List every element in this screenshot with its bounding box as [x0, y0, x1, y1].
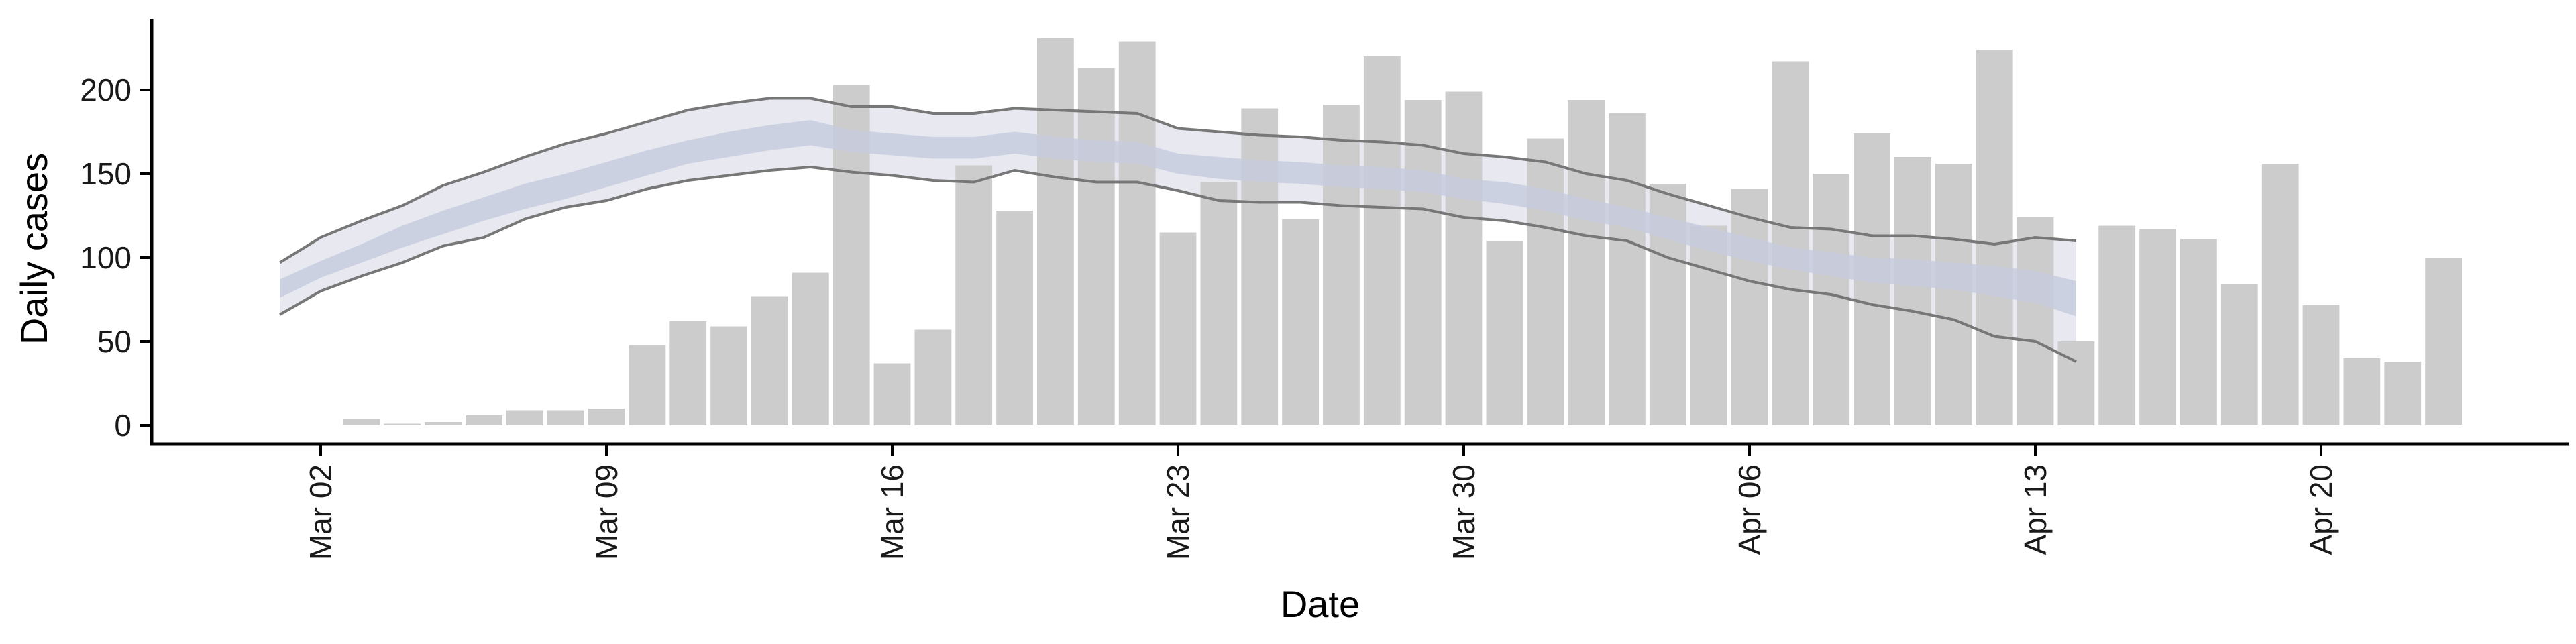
daily-cases-bar [1568, 100, 1605, 425]
daily-cases-bar [466, 415, 502, 425]
y-axis-title: Daily cases [13, 153, 55, 345]
y-tick-label: 50 [97, 324, 131, 359]
x-tick-label: Mar 23 [1161, 464, 1195, 560]
daily-cases-bar [1159, 232, 1197, 425]
estimate-bound-lines [279, 97, 2077, 363]
daily-cases-bar [1200, 182, 1238, 425]
daily-cases-bar [2343, 358, 2381, 425]
daily-cases-bar [384, 423, 421, 425]
daily-cases-bar [2180, 239, 2217, 425]
daily-cases-bar [425, 422, 462, 425]
daily-cases-bar [1363, 56, 1401, 425]
x-tick-label: Mar 30 [1446, 464, 1481, 560]
daily-cases-bar [751, 296, 788, 425]
daily-cases-bar [1404, 100, 1442, 425]
daily-cases-bar [2098, 225, 2136, 425]
daily-cases-bar [1976, 50, 2013, 425]
daily-cases-bar [669, 321, 707, 425]
daily-cases-bar [710, 326, 747, 425]
estimate-upper-line [279, 97, 2077, 264]
x-tick-label: Mar 02 [303, 464, 338, 560]
x-tick-label: Mar 16 [875, 464, 910, 560]
daily-cases-bar [588, 409, 625, 425]
y-tick-label: 100 [80, 240, 131, 275]
daily-cases-bar [506, 410, 543, 425]
daily-cases-bar [955, 165, 993, 425]
daily-cases-bar [2302, 305, 2340, 425]
daily-cases-bar [1037, 38, 1074, 425]
estimate-inner-band [280, 120, 2076, 317]
daily-cases-bar [343, 419, 380, 425]
estimate-outer-band-area [280, 98, 2076, 362]
y-tick-label: 150 [80, 156, 131, 191]
daily-cases-bar [1935, 164, 1972, 425]
daily-cases-bars [343, 38, 2462, 425]
daily-cases-bar [1894, 157, 1931, 425]
daily-cases-bar [1486, 241, 1523, 425]
x-axis-ticks: Mar 02 Mar 09 Mar 16 Mar 23 Mar 30 Apr 06 Apr … [303, 444, 2339, 560]
daily-cases-bar [1609, 113, 1646, 425]
daily-cases-bar [996, 211, 1033, 425]
daily-cases-bar [1323, 105, 1360, 425]
x-tick-label: Apr 06 [1732, 464, 1767, 555]
daily-cases-bar [2261, 164, 2299, 425]
daily-cases-bar [1731, 189, 1768, 425]
daily-cases-bar [1118, 41, 1156, 425]
y-tick-label: 200 [80, 72, 131, 107]
daily-cases-bar [2425, 258, 2462, 425]
daily-cases-bar [1527, 138, 1564, 425]
daily-cases-bar [629, 345, 666, 425]
daily-cases-bar [873, 363, 911, 425]
daily-cases-bar [914, 329, 952, 425]
daily-cases-bar [1445, 91, 1483, 425]
x-tick-label: Apr 20 [2304, 464, 2339, 555]
daily-cases-bar [1690, 225, 1727, 425]
daily-cases-bar [2017, 217, 2054, 425]
daily-cases-bar [1077, 68, 1115, 425]
estimate-lower-line [279, 165, 2077, 363]
x-tick-label: Mar 09 [589, 464, 624, 560]
estimate-inner-band-area [280, 120, 2076, 317]
daily-cases-bar [792, 272, 829, 425]
daily-cases-bar [2139, 229, 2176, 425]
y-axis-ticks: 0 50 100 150 200 [80, 72, 152, 443]
daily-cases-bar [547, 410, 584, 425]
y-tick-label: 0 [114, 408, 131, 443]
daily-cases-bar [1813, 174, 1850, 425]
estimate-outer-band [280, 98, 2076, 362]
daily-cases-bar [2384, 362, 2422, 425]
daily-cases-bar [1241, 108, 1279, 425]
daily-cases-bar [1282, 219, 1319, 425]
daily-cases-bar [1772, 61, 1809, 425]
daily-cases-bar [2220, 284, 2258, 425]
x-axis-title: Date [1281, 583, 1360, 625]
x-tick-label: Apr 13 [2018, 464, 2053, 555]
